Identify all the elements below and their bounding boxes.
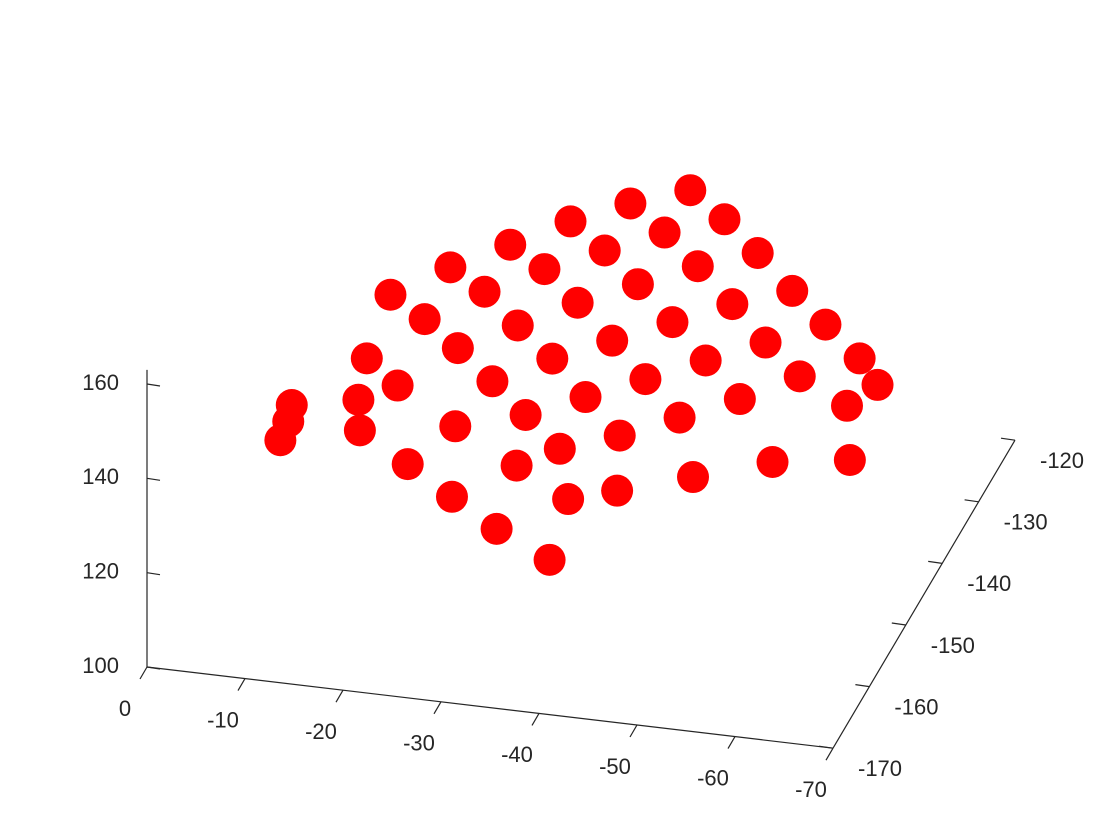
point xyxy=(554,205,587,238)
z-tick xyxy=(146,572,161,576)
point xyxy=(601,474,634,507)
point xyxy=(552,483,585,516)
point xyxy=(741,236,774,269)
point xyxy=(603,419,636,452)
point xyxy=(588,234,621,267)
z-tick-label: 100 xyxy=(82,653,119,678)
point xyxy=(708,203,741,236)
x-tick-label: -70 xyxy=(795,777,827,802)
x-tick xyxy=(825,747,834,761)
z-tick xyxy=(146,666,161,670)
point xyxy=(843,342,876,375)
x-tick xyxy=(629,724,638,738)
point xyxy=(536,342,569,375)
y-tick-label: -160 xyxy=(894,694,938,719)
point xyxy=(350,342,383,375)
point xyxy=(689,344,722,377)
point xyxy=(776,274,809,307)
point xyxy=(833,444,866,477)
y-tick xyxy=(928,560,943,564)
point xyxy=(408,303,441,336)
x-tick-label: -10 xyxy=(207,707,239,732)
point xyxy=(374,278,407,311)
point xyxy=(614,187,647,220)
point xyxy=(480,512,513,545)
point xyxy=(783,360,816,393)
y-tick-label: -130 xyxy=(1004,510,1048,535)
z-tick-label: 160 xyxy=(82,370,119,395)
y-tick xyxy=(891,622,906,626)
x-tick xyxy=(335,689,344,703)
z-tick-label: 120 xyxy=(82,558,119,583)
point xyxy=(476,365,509,398)
point xyxy=(681,250,714,283)
point xyxy=(569,381,602,414)
point xyxy=(648,216,681,249)
y-tick-label: -170 xyxy=(858,756,902,781)
point xyxy=(501,309,534,342)
y-tick xyxy=(1000,437,1016,441)
point xyxy=(861,368,894,401)
point xyxy=(435,480,468,513)
y-tick xyxy=(855,684,870,688)
point xyxy=(343,414,376,447)
x-tick-label: -30 xyxy=(403,731,435,756)
x-tick xyxy=(139,666,148,680)
x-tick xyxy=(531,713,540,726)
point xyxy=(809,308,842,341)
x-tick xyxy=(727,736,736,749)
point xyxy=(677,461,709,494)
point xyxy=(494,228,527,261)
point xyxy=(561,286,594,319)
y-tick xyxy=(818,745,834,749)
point xyxy=(441,332,474,365)
point xyxy=(533,543,566,576)
point xyxy=(528,253,561,286)
point xyxy=(342,383,375,416)
point xyxy=(756,445,789,478)
y-tick-label: -120 xyxy=(1040,448,1084,473)
point xyxy=(723,383,756,416)
point xyxy=(391,448,424,481)
point xyxy=(434,251,467,284)
y-tick-label: -140 xyxy=(967,571,1011,596)
x-tick-label: 0 xyxy=(119,696,131,721)
point xyxy=(381,369,414,402)
point xyxy=(543,432,576,465)
x-axis xyxy=(146,666,834,749)
point xyxy=(629,363,662,396)
point xyxy=(716,288,749,321)
x-tick xyxy=(433,701,442,715)
point xyxy=(500,449,533,482)
point xyxy=(439,410,472,443)
z-tick xyxy=(146,477,161,481)
point xyxy=(509,398,542,431)
point xyxy=(674,174,707,207)
point xyxy=(468,275,501,308)
y-tick xyxy=(964,499,979,503)
x-tick-label: -60 xyxy=(697,765,729,790)
z-tick-label: 140 xyxy=(82,464,119,489)
x-tick-label: -20 xyxy=(305,719,337,744)
point xyxy=(663,401,696,434)
x-tick-label: -50 xyxy=(599,754,631,779)
point xyxy=(596,324,629,357)
x-tick xyxy=(237,678,246,691)
x-tick-label: -40 xyxy=(501,742,533,767)
y-axis xyxy=(832,439,1016,749)
point xyxy=(272,405,305,438)
y-tick-label: -150 xyxy=(931,633,975,658)
point xyxy=(831,389,863,422)
point xyxy=(621,268,654,301)
point xyxy=(749,326,782,359)
z-tick xyxy=(146,383,161,387)
point xyxy=(656,306,689,339)
